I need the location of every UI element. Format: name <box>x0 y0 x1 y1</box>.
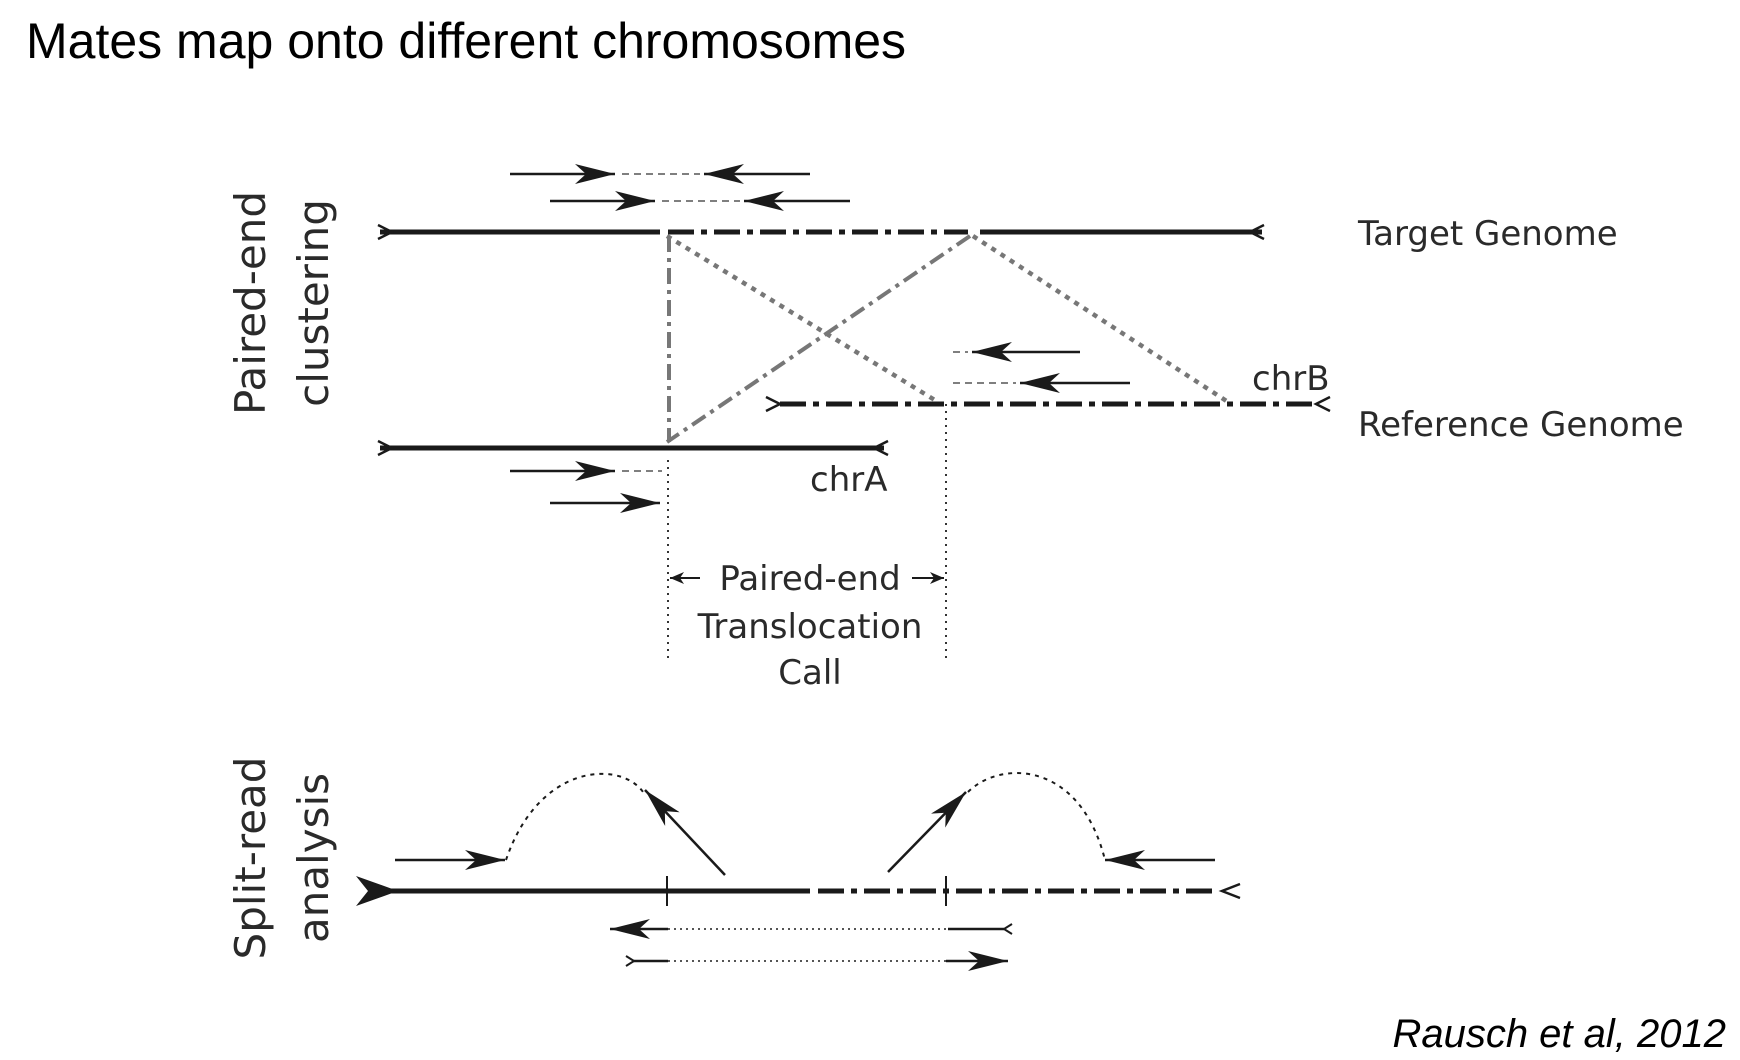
map-dotted <box>971 234 1230 404</box>
target-left-end-tick <box>377 223 395 241</box>
section-label-analysis: analysis <box>289 773 338 943</box>
split-read-diagonal <box>644 789 726 876</box>
chra-right-end-tick <box>871 439 889 457</box>
target-right-end-tick <box>1247 223 1265 241</box>
section-label-paired-end: Paired-end <box>226 191 275 415</box>
slide-title: Mates map onto different chromosomes <box>26 13 907 69</box>
section-label-clustering: clustering <box>289 199 338 407</box>
map-dash-dot <box>665 234 972 444</box>
citation: Rausch et al, 2012 <box>1392 1012 1726 1056</box>
lower-end-tick <box>1002 923 1013 935</box>
call-label-line1: Paired-end <box>719 559 900 599</box>
target-genome-label: Target Genome <box>1357 214 1618 254</box>
reference-genome-label: Reference Genome <box>1358 405 1684 445</box>
chrb-right-end-tick <box>1313 395 1331 413</box>
reference-chra-line <box>377 439 889 457</box>
reference-chrb-line <box>765 395 1331 413</box>
chrb-read-pairs <box>953 342 1130 393</box>
split-right-end-tick <box>1218 882 1241 900</box>
call-label-line2: Translocation <box>697 607 923 647</box>
mapping-lines <box>665 234 1230 444</box>
chra-label: chrA <box>810 460 887 500</box>
split-arc-left <box>505 772 646 861</box>
lower-start-tick <box>625 955 636 967</box>
breakpoint-markers <box>667 404 947 662</box>
split-read-diagonal <box>887 791 967 873</box>
chrb-left-end-tick <box>765 395 783 413</box>
target-genome-line <box>377 223 1265 241</box>
chra-read-pairs <box>510 461 662 513</box>
split-read-panel <box>356 772 1241 971</box>
split-arc-right <box>967 772 1106 861</box>
call-label-line3: Call <box>778 653 841 693</box>
chrb-label: chrB <box>1252 359 1330 399</box>
map-dotted <box>665 234 940 404</box>
section-label-split-read: Split-read <box>226 757 275 960</box>
split-left-arrowhead <box>356 876 398 906</box>
chra-left-end-tick <box>377 439 395 457</box>
target-read-pairs <box>510 164 850 211</box>
